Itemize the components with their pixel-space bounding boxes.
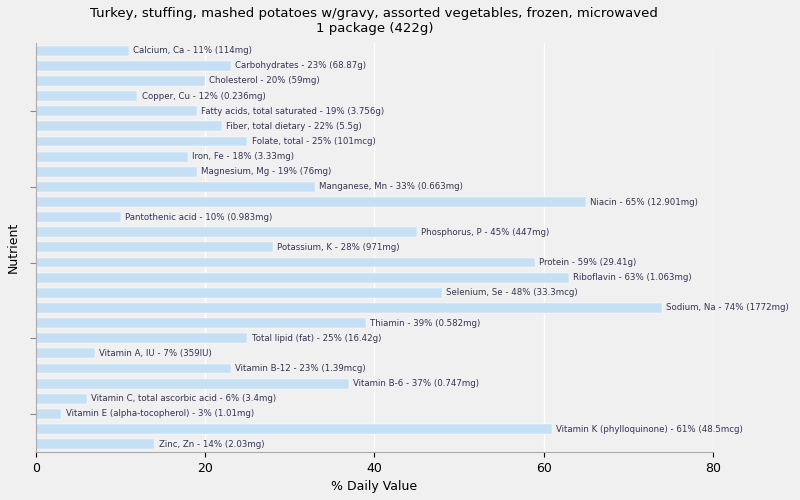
Text: Copper, Cu - 12% (0.236mg): Copper, Cu - 12% (0.236mg) [142, 92, 266, 100]
Bar [36, 91, 138, 101]
Bar [36, 46, 129, 56]
Bar [36, 197, 586, 207]
Bar [36, 440, 154, 449]
Bar [36, 318, 366, 328]
Text: Iron, Fe - 18% (3.33mg): Iron, Fe - 18% (3.33mg) [193, 152, 294, 161]
Text: Total lipid (fat) - 25% (16.42g): Total lipid (fat) - 25% (16.42g) [252, 334, 381, 342]
Bar [36, 348, 95, 358]
Title: Turkey, stuffing, mashed potatoes w/gravy, assorted vegetables, frozen, microwav: Turkey, stuffing, mashed potatoes w/grav… [90, 7, 658, 35]
Bar [36, 122, 222, 131]
Text: Sodium, Na - 74% (1772mg): Sodium, Na - 74% (1772mg) [666, 304, 789, 312]
Bar [36, 258, 535, 268]
Text: Calcium, Ca - 11% (114mg): Calcium, Ca - 11% (114mg) [134, 46, 252, 55]
Text: Phosphorus, P - 45% (447mg): Phosphorus, P - 45% (447mg) [421, 228, 550, 237]
Bar [36, 364, 230, 374]
Y-axis label: Nutrient: Nutrient [7, 222, 20, 273]
Text: Selenium, Se - 48% (33.3mcg): Selenium, Se - 48% (33.3mcg) [446, 288, 578, 298]
Text: Cholesterol - 20% (59mg): Cholesterol - 20% (59mg) [210, 76, 320, 86]
Text: Magnesium, Mg - 19% (76mg): Magnesium, Mg - 19% (76mg) [201, 167, 331, 176]
Bar [36, 152, 188, 162]
Text: Potassium, K - 28% (971mg): Potassium, K - 28% (971mg) [277, 243, 400, 252]
Bar [36, 228, 417, 237]
Text: Vitamin A, IU - 7% (359IU): Vitamin A, IU - 7% (359IU) [99, 349, 212, 358]
Text: Pantothenic acid - 10% (0.983mg): Pantothenic acid - 10% (0.983mg) [125, 212, 272, 222]
Bar [36, 76, 205, 86]
Text: Vitamin B-12 - 23% (1.39mcg): Vitamin B-12 - 23% (1.39mcg) [234, 364, 366, 373]
Text: Vitamin E (alpha-tocopherol) - 3% (1.01mg): Vitamin E (alpha-tocopherol) - 3% (1.01m… [66, 410, 254, 418]
Text: Thiamin - 39% (0.582mg): Thiamin - 39% (0.582mg) [370, 318, 481, 328]
Bar [36, 303, 662, 313]
Bar [36, 167, 197, 176]
Text: Fiber, total dietary - 22% (5.5g): Fiber, total dietary - 22% (5.5g) [226, 122, 362, 131]
Text: Zinc, Zn - 14% (2.03mg): Zinc, Zn - 14% (2.03mg) [158, 440, 264, 448]
Text: Carbohydrates - 23% (68.87g): Carbohydrates - 23% (68.87g) [234, 62, 366, 70]
Text: Vitamin B-6 - 37% (0.747mg): Vitamin B-6 - 37% (0.747mg) [354, 379, 479, 388]
Bar [36, 273, 569, 282]
Text: Niacin - 65% (12.901mg): Niacin - 65% (12.901mg) [590, 198, 698, 206]
Bar [36, 378, 349, 388]
Bar [36, 106, 197, 116]
Text: Fatty acids, total saturated - 19% (3.756g): Fatty acids, total saturated - 19% (3.75… [201, 106, 384, 116]
Text: Vitamin C, total ascorbic acid - 6% (3.4mg): Vitamin C, total ascorbic acid - 6% (3.4… [91, 394, 276, 404]
Bar [36, 424, 552, 434]
Bar [36, 242, 273, 252]
Bar [36, 61, 230, 70]
Bar [36, 394, 86, 404]
Bar [36, 136, 247, 146]
Text: Folate, total - 25% (101mcg): Folate, total - 25% (101mcg) [252, 137, 375, 146]
Bar [36, 288, 442, 298]
Text: Vitamin K (phylloquinone) - 61% (48.5mcg): Vitamin K (phylloquinone) - 61% (48.5mcg… [556, 424, 743, 434]
Text: Riboflavin - 63% (1.063mg): Riboflavin - 63% (1.063mg) [574, 273, 692, 282]
Bar [36, 334, 247, 343]
Bar [36, 212, 121, 222]
Text: Protein - 59% (29.41g): Protein - 59% (29.41g) [539, 258, 637, 267]
Text: Manganese, Mn - 33% (0.663mg): Manganese, Mn - 33% (0.663mg) [319, 182, 463, 192]
Bar [36, 182, 315, 192]
X-axis label: % Daily Value: % Daily Value [331, 480, 418, 493]
Bar [36, 409, 62, 419]
